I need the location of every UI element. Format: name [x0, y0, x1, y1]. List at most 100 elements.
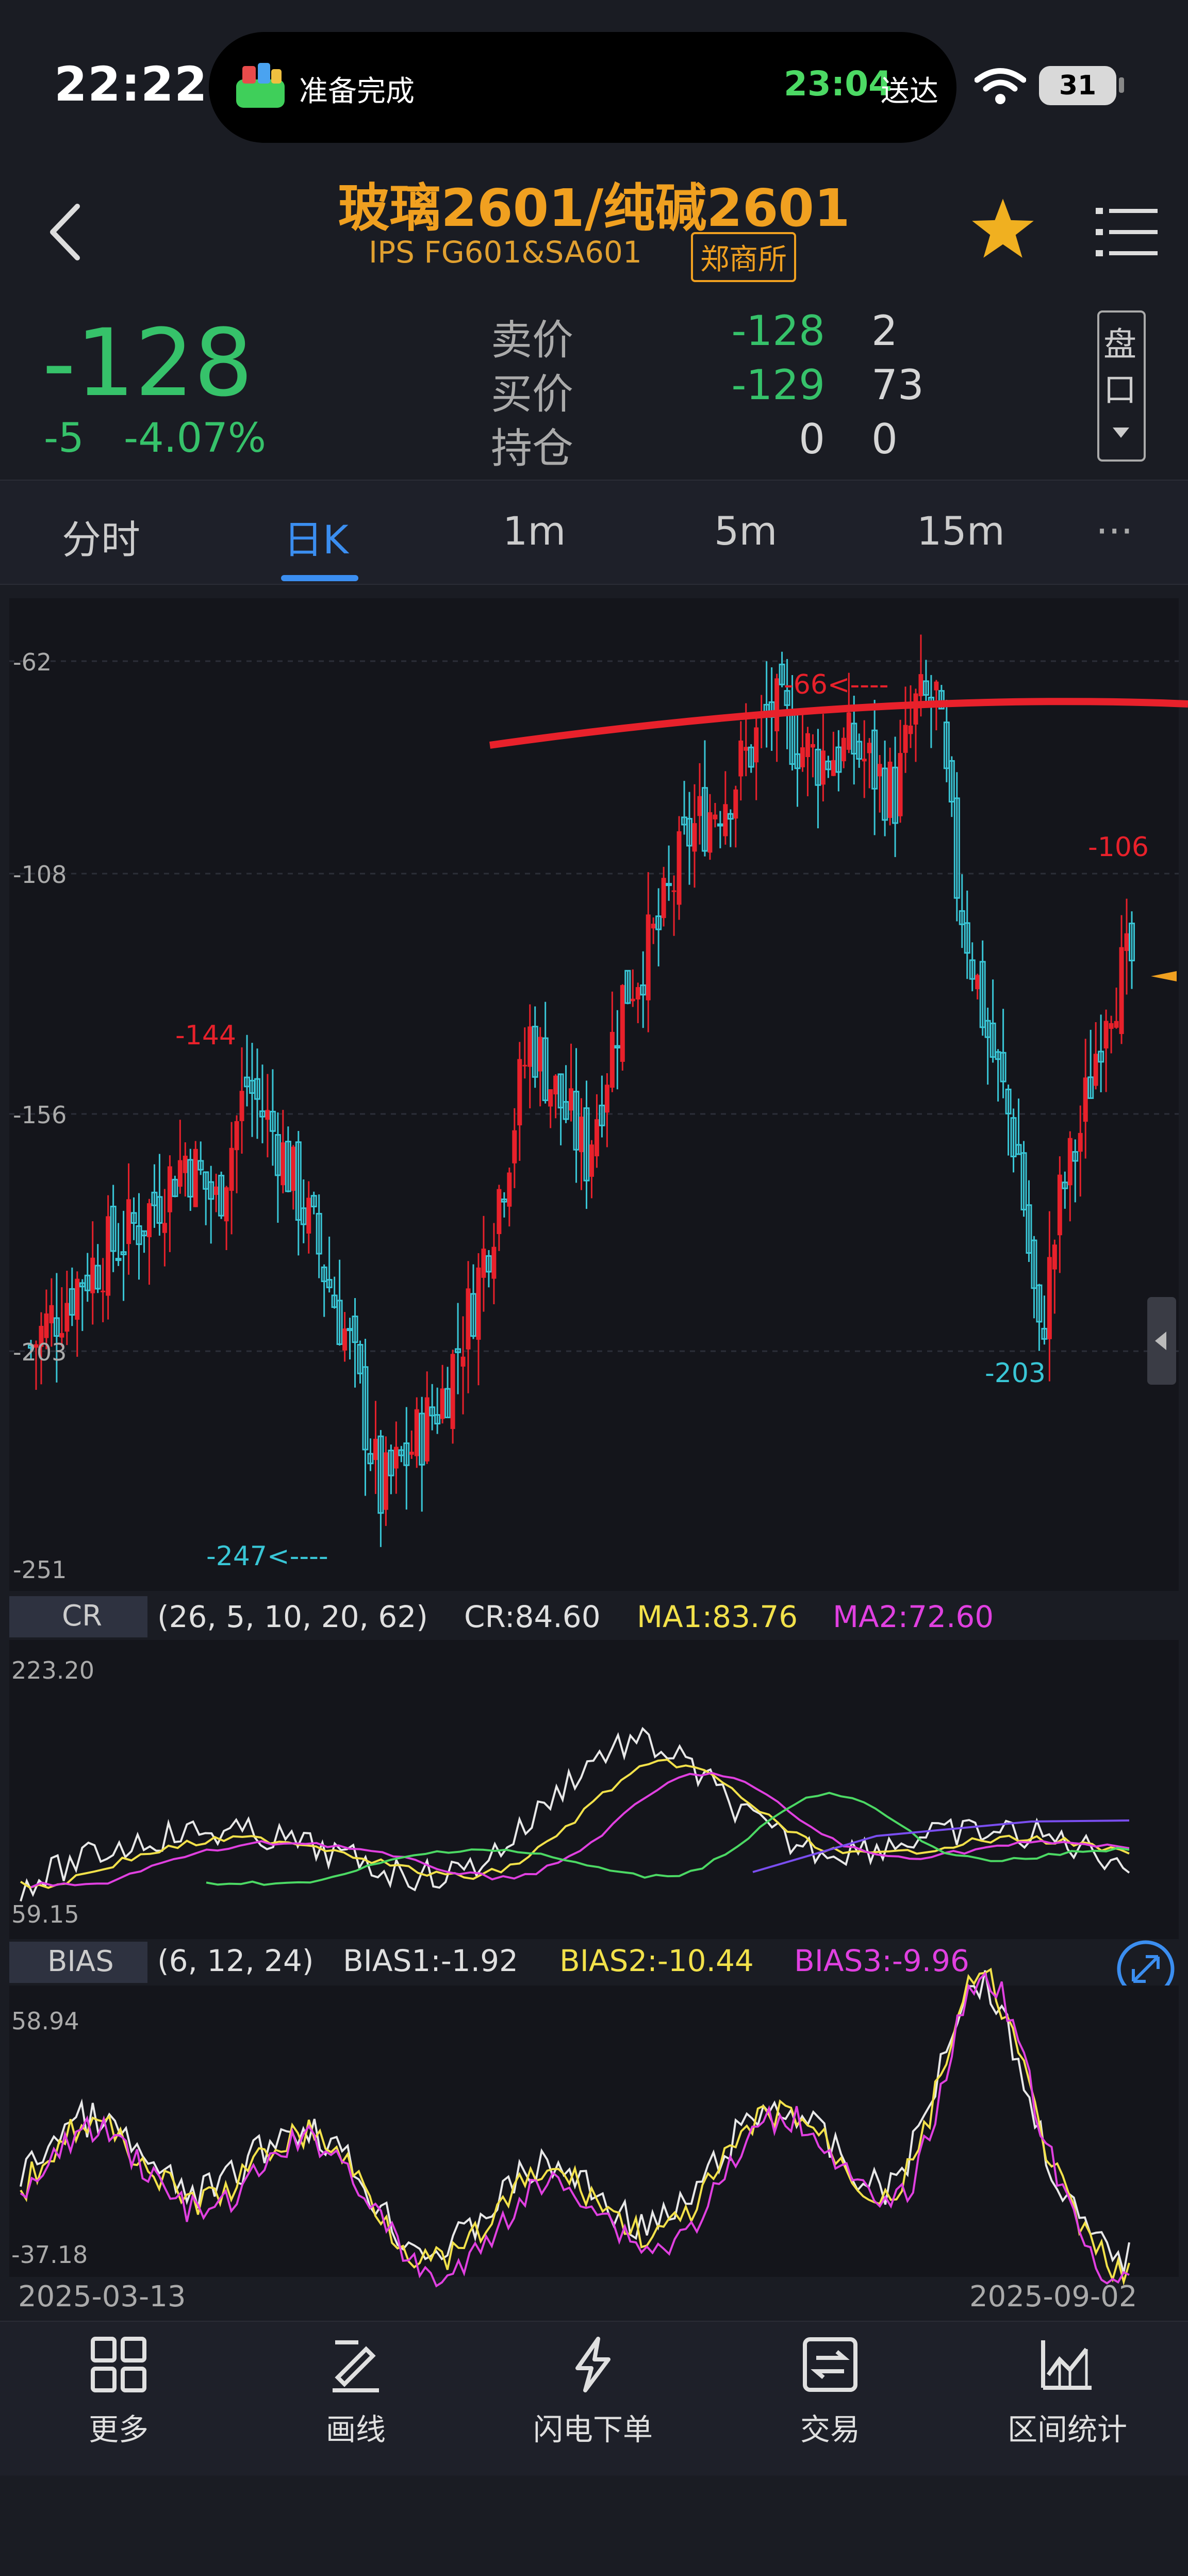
- candle: [1083, 1077, 1088, 1122]
- page-title: 玻璃2601/纯碱2601: [338, 178, 850, 238]
- cr-ma3-line: [206, 1792, 1130, 1886]
- candle: [352, 1316, 358, 1343]
- candle: [692, 823, 697, 852]
- dynamic-island[interactable]: 准备完成 23:04 送达: [209, 32, 956, 143]
- toolbar-flash-order[interactable]: 闪电下单: [516, 2336, 670, 2449]
- candle: [485, 1255, 492, 1273]
- bias1-value: BIAS1:-1.92: [343, 1943, 518, 1978]
- annotation-high-left: -144: [175, 1020, 236, 1051]
- candle: [835, 746, 842, 773]
- tab-intraday[interactable]: 分时: [62, 517, 140, 563]
- y-tick-1: -62: [13, 648, 52, 676]
- open-interest-label: 持仓: [491, 424, 573, 472]
- annotation-low-left: -247<----: [206, 1541, 328, 1572]
- toolbar-range-stats[interactable]: 区间统计: [990, 2336, 1145, 2449]
- y-tick-5: -251: [13, 1556, 67, 1584]
- candle: [841, 737, 846, 762]
- candle: [291, 1146, 296, 1191]
- main-chart-bg: [9, 598, 1179, 1591]
- candle: [805, 733, 810, 758]
- candle: [141, 1230, 147, 1237]
- island-text: 准备完成: [299, 75, 415, 108]
- candles: [28, 634, 1135, 1547]
- candle: [548, 1089, 553, 1107]
- candle: [934, 681, 939, 691]
- order-book-button[interactable]: [1097, 310, 1146, 462]
- price-change: -5: [44, 415, 84, 462]
- toolbar-draw[interactable]: 画线: [278, 2336, 433, 2449]
- tab-5m[interactable]: 5m: [714, 508, 778, 554]
- toolbar-trade[interactable]: 交易: [753, 2336, 908, 2449]
- candle: [898, 753, 903, 816]
- candle: [1036, 1284, 1043, 1323]
- candle: [651, 924, 656, 929]
- battery-indicator: 31: [1039, 66, 1116, 105]
- candle: [429, 1406, 436, 1417]
- toolbar-flash-order-label: 闪电下单: [533, 2412, 653, 2447]
- candle: [434, 1414, 441, 1424]
- candle: [110, 1205, 117, 1252]
- menu-icon[interactable]: [1096, 204, 1158, 260]
- candle: [187, 1159, 194, 1197]
- cr-lines: [20, 1727, 1130, 1902]
- bias-lines: [20, 1967, 1130, 2288]
- battery-tip: [1119, 77, 1124, 93]
- candle: [259, 1110, 266, 1118]
- expand-icon: [1132, 1955, 1160, 1983]
- candle: [892, 766, 899, 824]
- tab-daily-k[interactable]: 日K: [284, 517, 349, 563]
- candle: [717, 823, 723, 827]
- candle: [918, 674, 923, 696]
- cr-ma2: MA2:72.60: [833, 1599, 994, 1634]
- y-tick-3: -156: [13, 1101, 67, 1129]
- candle: [44, 1313, 49, 1338]
- lightning-icon: [575, 2337, 610, 2392]
- tab-1m[interactable]: 1m: [503, 508, 566, 554]
- cr-panel-bg: [9, 1640, 1179, 1939]
- candle: [1119, 947, 1124, 1035]
- candle: [130, 1212, 137, 1224]
- active-tab-indicator: [281, 575, 358, 581]
- candle: [583, 1107, 590, 1182]
- resistance-trendline[interactable]: [489, 698, 1188, 749]
- candle: [1098, 1051, 1104, 1063]
- bias-label-bg[interactable]: [9, 1942, 147, 1983]
- candle: [126, 1199, 131, 1244]
- candle: [213, 1186, 219, 1195]
- candle: [1087, 1076, 1094, 1099]
- back-button[interactable]: [41, 199, 93, 266]
- candle: [1103, 1021, 1109, 1048]
- candle: [28, 1344, 34, 1349]
- candle: [269, 1110, 276, 1132]
- candle: [1052, 1244, 1057, 1270]
- candle: [856, 741, 863, 760]
- favorite-star-icon[interactable]: [969, 196, 1036, 260]
- tab-15m[interactable]: 15m: [917, 508, 1005, 554]
- candle: [573, 1091, 580, 1151]
- bias2-value: BIAS2:-10.44: [559, 1943, 754, 1978]
- cr-ymin: 59.15: [11, 1900, 79, 1928]
- candle: [64, 1303, 70, 1332]
- kline-chart[interactable]: -62 -108 -156 -203 -251 -144 -247<---- -…: [0, 588, 1188, 2310]
- candle: [948, 760, 955, 803]
- x-start-date: 2025-03-13: [18, 2280, 186, 2310]
- candle: [1041, 1327, 1048, 1340]
- candle: [825, 760, 832, 770]
- candle: [69, 1288, 75, 1316]
- toolbar-trade-label: 交易: [800, 2412, 860, 2447]
- candle: [784, 690, 790, 706]
- candle: [316, 1212, 322, 1255]
- candle: [1026, 1204, 1032, 1254]
- candle: [686, 818, 693, 847]
- candle: [959, 910, 965, 925]
- island-suffix: 送达: [881, 75, 938, 108]
- cr-label-bg[interactable]: [9, 1596, 147, 1637]
- toolbar-more[interactable]: 更多: [41, 2336, 196, 2449]
- candle: [326, 1279, 333, 1288]
- candle: [1129, 923, 1135, 962]
- candle: [90, 1257, 95, 1293]
- more-tabs-button[interactable]: ···: [1096, 508, 1133, 554]
- candle: [306, 1197, 311, 1234]
- bias2-line: [20, 1967, 1130, 2286]
- bias-params: (6, 12, 24): [157, 1943, 314, 1978]
